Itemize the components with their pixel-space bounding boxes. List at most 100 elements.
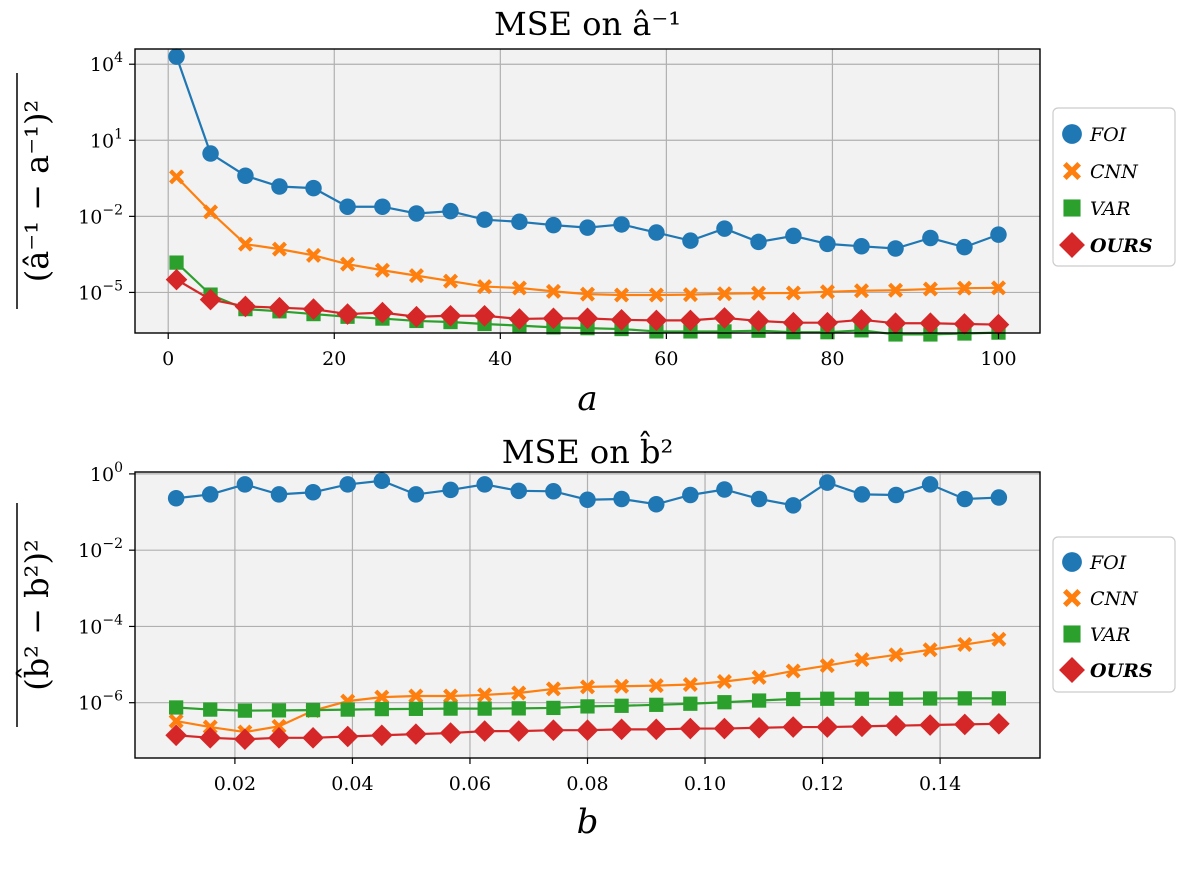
data-point — [237, 236, 253, 252]
legend-label: VAR — [1090, 198, 1130, 220]
y-tick-label: 10−4 — [78, 612, 123, 638]
legend-label: OURS — [1090, 235, 1153, 257]
data-point — [751, 669, 767, 685]
legend-marker — [1059, 232, 1085, 258]
y-tick-label: 10−6 — [78, 689, 123, 715]
series-ours — [165, 268, 1010, 336]
data-point — [576, 307, 599, 330]
legend-label: CNN — [1090, 588, 1139, 610]
data-point — [921, 476, 939, 493]
x-tick-label: 40 — [488, 348, 512, 370]
data-point — [816, 716, 839, 738]
data-point — [987, 313, 1010, 336]
data-point — [336, 303, 359, 325]
data-point — [165, 268, 188, 291]
data-point — [542, 307, 565, 330]
data-point — [717, 695, 732, 710]
data-point — [371, 724, 393, 747]
x-tick-label: 0.04 — [331, 773, 373, 795]
data-point — [922, 229, 939, 247]
data-point — [785, 285, 801, 301]
axes-frame — [134, 48, 1041, 334]
data-point — [919, 312, 942, 335]
data-point — [922, 691, 938, 706]
data-point — [374, 198, 391, 215]
data-point — [511, 701, 526, 716]
data-point — [682, 486, 699, 504]
legend-label: FOI — [1089, 124, 1127, 146]
y-tick-label: 10−2 — [78, 202, 123, 228]
data-point — [854, 652, 870, 668]
x-tick-label: 0.10 — [684, 773, 726, 795]
y-axis-label-group: (â⁻¹ − a⁻¹)² — [16, 73, 56, 309]
data-point — [991, 631, 1007, 647]
data-point — [439, 304, 462, 327]
data-point — [682, 232, 699, 249]
data-point — [716, 286, 732, 302]
legend-label: OURS — [1090, 660, 1153, 682]
data-point — [649, 324, 664, 339]
data-point — [271, 241, 287, 257]
data-point — [510, 482, 527, 500]
data-point — [579, 491, 596, 509]
series-foi — [167, 472, 1008, 514]
data-point — [580, 679, 595, 695]
data-point — [442, 481, 459, 499]
data-point — [819, 658, 835, 674]
data-point — [168, 713, 184, 729]
data-point — [923, 327, 938, 342]
data-point — [784, 497, 802, 514]
x-tick-label: 0.12 — [801, 773, 843, 795]
data-point — [169, 700, 184, 715]
x-tick-label: 0.08 — [566, 773, 608, 795]
data-point — [679, 717, 702, 740]
legend-item-var: VAR — [1063, 198, 1130, 220]
y-tick-exponent: −6 — [102, 689, 123, 705]
data-point — [888, 691, 904, 706]
data-point — [614, 698, 629, 713]
data-point — [202, 145, 219, 162]
data-point — [853, 283, 869, 299]
data-point — [408, 688, 424, 704]
chart-title: MSE on â⁻¹ — [494, 5, 681, 43]
data-point — [683, 696, 698, 711]
data-point — [853, 486, 871, 503]
data-point — [374, 701, 389, 717]
legend-marker — [1059, 657, 1085, 683]
x-tick-label: 100 — [980, 348, 1016, 370]
legend-marker — [1063, 625, 1081, 643]
y-tick-base: 10 — [90, 464, 114, 486]
y-axis-label: (â⁻¹ − a⁻¹)² — [18, 100, 56, 283]
data-point — [785, 227, 802, 245]
data-point — [305, 702, 321, 718]
data-point — [476, 476, 493, 493]
x-tick-label: 0 — [162, 348, 174, 370]
data-point — [990, 489, 1008, 506]
data-point — [614, 287, 630, 303]
data-point — [988, 712, 1010, 735]
legend-marker — [1063, 162, 1081, 180]
legend-item-foi: FOI — [1062, 124, 1127, 146]
data-point — [649, 697, 664, 712]
data-point — [507, 720, 530, 742]
data-point — [336, 725, 359, 748]
data-point — [990, 280, 1006, 296]
data-point — [885, 714, 907, 737]
legend-label: VAR — [1090, 624, 1130, 646]
data-point — [237, 167, 254, 184]
data-point — [716, 220, 733, 237]
data-point — [271, 703, 287, 718]
legend-box — [1052, 536, 1176, 693]
data-point — [580, 699, 595, 714]
data-point — [751, 693, 767, 708]
data-point — [542, 719, 565, 742]
data-point — [168, 48, 185, 65]
data-point — [682, 287, 698, 303]
data-point — [169, 169, 185, 185]
data-point — [717, 324, 732, 339]
data-point — [268, 727, 290, 749]
data-point — [956, 280, 972, 296]
data-point — [545, 681, 561, 697]
data-point — [511, 213, 528, 231]
data-point — [645, 718, 668, 741]
